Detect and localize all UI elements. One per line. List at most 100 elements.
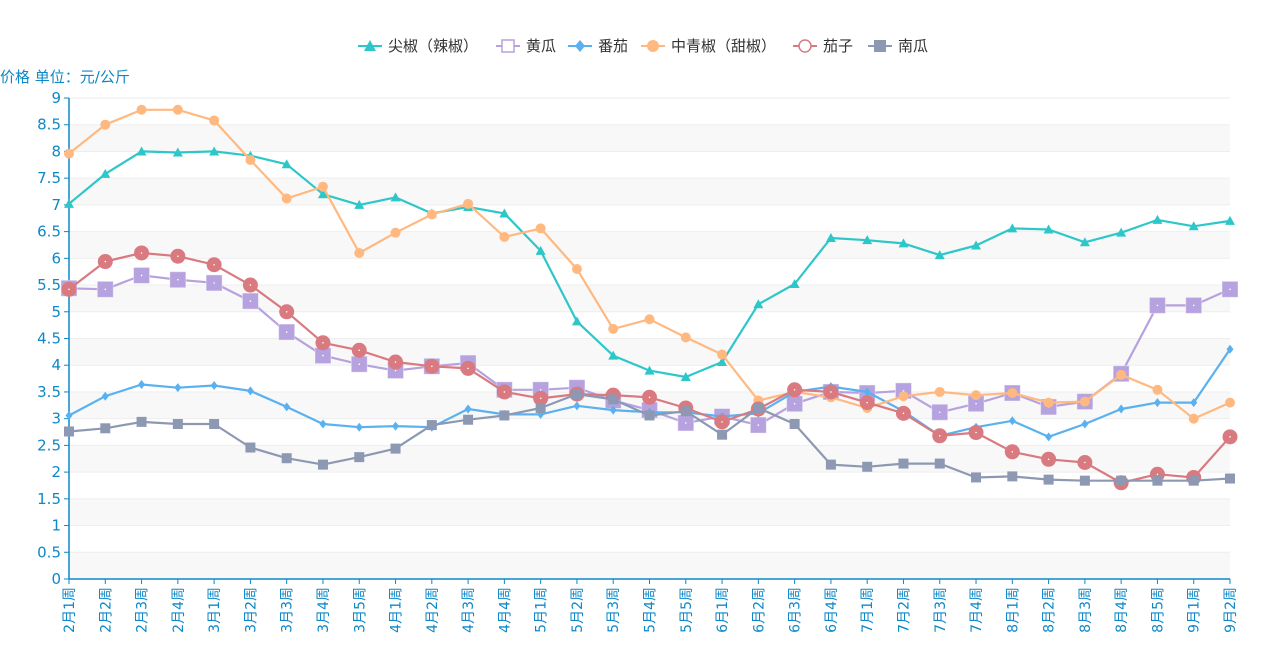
data-point[interactable] (1007, 223, 1018, 233)
data-point[interactable] (1188, 475, 1199, 486)
data-point[interactable] (100, 423, 111, 434)
data-point[interactable] (680, 332, 691, 343)
data-point[interactable] (608, 323, 619, 334)
data-point[interactable] (317, 459, 328, 470)
data-point[interactable] (65, 410, 73, 420)
data-point[interactable] (1007, 471, 1018, 482)
data-point[interactable] (1153, 398, 1161, 408)
data-point[interactable] (825, 459, 836, 470)
data-point[interactable] (898, 458, 909, 469)
data-point[interactable] (1043, 474, 1054, 485)
data-point[interactable] (463, 414, 474, 425)
data-point[interactable] (1117, 404, 1125, 414)
data-point[interactable] (717, 349, 728, 360)
legend-item[interactable]: 尖椒（辣椒） (358, 37, 478, 55)
data-point[interactable] (172, 419, 183, 430)
data-point[interactable] (573, 401, 581, 411)
data-point[interactable] (609, 405, 617, 415)
data-point[interactable] (1225, 215, 1235, 225)
data-point[interactable] (825, 233, 836, 243)
data-point[interactable] (64, 198, 74, 208)
data-point[interactable] (245, 442, 256, 453)
data-point[interactable] (138, 379, 146, 389)
data-point[interactable] (354, 199, 365, 209)
data-point[interactable] (1081, 419, 1089, 429)
data-point[interactable] (1152, 384, 1163, 395)
data-point[interactable] (1079, 237, 1090, 247)
data-point[interactable] (354, 247, 365, 258)
data-point[interactable] (172, 104, 183, 115)
data-point[interactable] (1188, 413, 1199, 424)
data-point[interactable] (862, 235, 873, 245)
data-point[interactable] (426, 209, 437, 220)
data-point[interactable] (390, 192, 401, 202)
data-point[interactable] (100, 168, 111, 178)
data-point[interactable] (862, 461, 873, 472)
data-point[interactable] (644, 410, 655, 421)
data-point[interactable] (1043, 397, 1054, 408)
data-point[interactable] (426, 420, 437, 431)
data-point[interactable] (571, 389, 582, 400)
data-point[interactable] (317, 189, 328, 199)
data-point[interactable] (1079, 396, 1090, 407)
data-point[interactable] (1007, 388, 1018, 399)
data-point[interactable] (753, 402, 764, 413)
data-point[interactable] (354, 452, 365, 463)
data-point[interactable] (1190, 398, 1198, 408)
data-point[interactable] (281, 453, 292, 464)
data-point[interactable] (644, 365, 655, 375)
data-point[interactable] (1043, 224, 1054, 234)
data-point[interactable] (1079, 475, 1090, 486)
data-point[interactable] (934, 458, 945, 469)
data-point[interactable] (319, 419, 327, 429)
data-point[interactable] (281, 193, 292, 204)
data-point[interactable] (136, 104, 147, 115)
data-point[interactable] (283, 402, 291, 412)
data-point[interactable] (1152, 214, 1163, 224)
data-point[interactable] (1116, 227, 1127, 237)
data-point[interactable] (245, 154, 256, 165)
data-point[interactable] (898, 238, 909, 248)
data-point[interactable] (1008, 416, 1016, 426)
data-point[interactable] (608, 394, 619, 405)
data-point[interactable] (1226, 344, 1234, 354)
data-point[interactable] (390, 227, 401, 238)
legend-item[interactable]: 中青椒（甜椒） (641, 37, 776, 55)
data-point[interactable] (934, 250, 945, 260)
data-point[interactable] (1152, 475, 1163, 486)
legend-item[interactable]: 南瓜 (868, 37, 928, 55)
data-point[interactable] (680, 371, 691, 381)
data-point[interactable] (136, 416, 147, 427)
data-point[interactable] (499, 208, 510, 218)
data-point[interactable] (210, 381, 218, 391)
data-point[interactable] (535, 402, 546, 413)
data-point[interactable] (64, 148, 74, 159)
data-point[interactable] (64, 426, 74, 437)
data-point[interactable] (317, 181, 328, 192)
data-point[interactable] (971, 240, 982, 250)
data-point[interactable] (209, 115, 220, 126)
data-point[interactable] (934, 386, 945, 397)
data-point[interactable] (136, 146, 147, 156)
data-point[interactable] (717, 357, 728, 367)
legend-item[interactable]: 黄瓜 (496, 37, 556, 55)
data-point[interactable] (100, 119, 111, 130)
data-point[interactable] (1188, 221, 1199, 231)
data-point[interactable] (535, 223, 546, 234)
data-point[interactable] (246, 386, 254, 396)
data-point[interactable] (753, 299, 764, 309)
data-point[interactable] (571, 316, 582, 326)
data-point[interactable] (281, 159, 292, 169)
data-point[interactable] (499, 231, 510, 242)
data-point[interactable] (971, 472, 982, 483)
data-point[interactable] (863, 387, 871, 397)
data-point[interactable] (174, 383, 182, 393)
data-point[interactable] (172, 147, 183, 157)
data-point[interactable] (680, 406, 691, 417)
data-point[interactable] (464, 404, 472, 414)
data-point[interactable] (1116, 475, 1127, 486)
data-point[interactable] (898, 391, 909, 402)
data-point[interactable] (644, 314, 655, 325)
data-point[interactable] (971, 390, 982, 401)
legend-item[interactable]: 番茄 (568, 37, 628, 55)
